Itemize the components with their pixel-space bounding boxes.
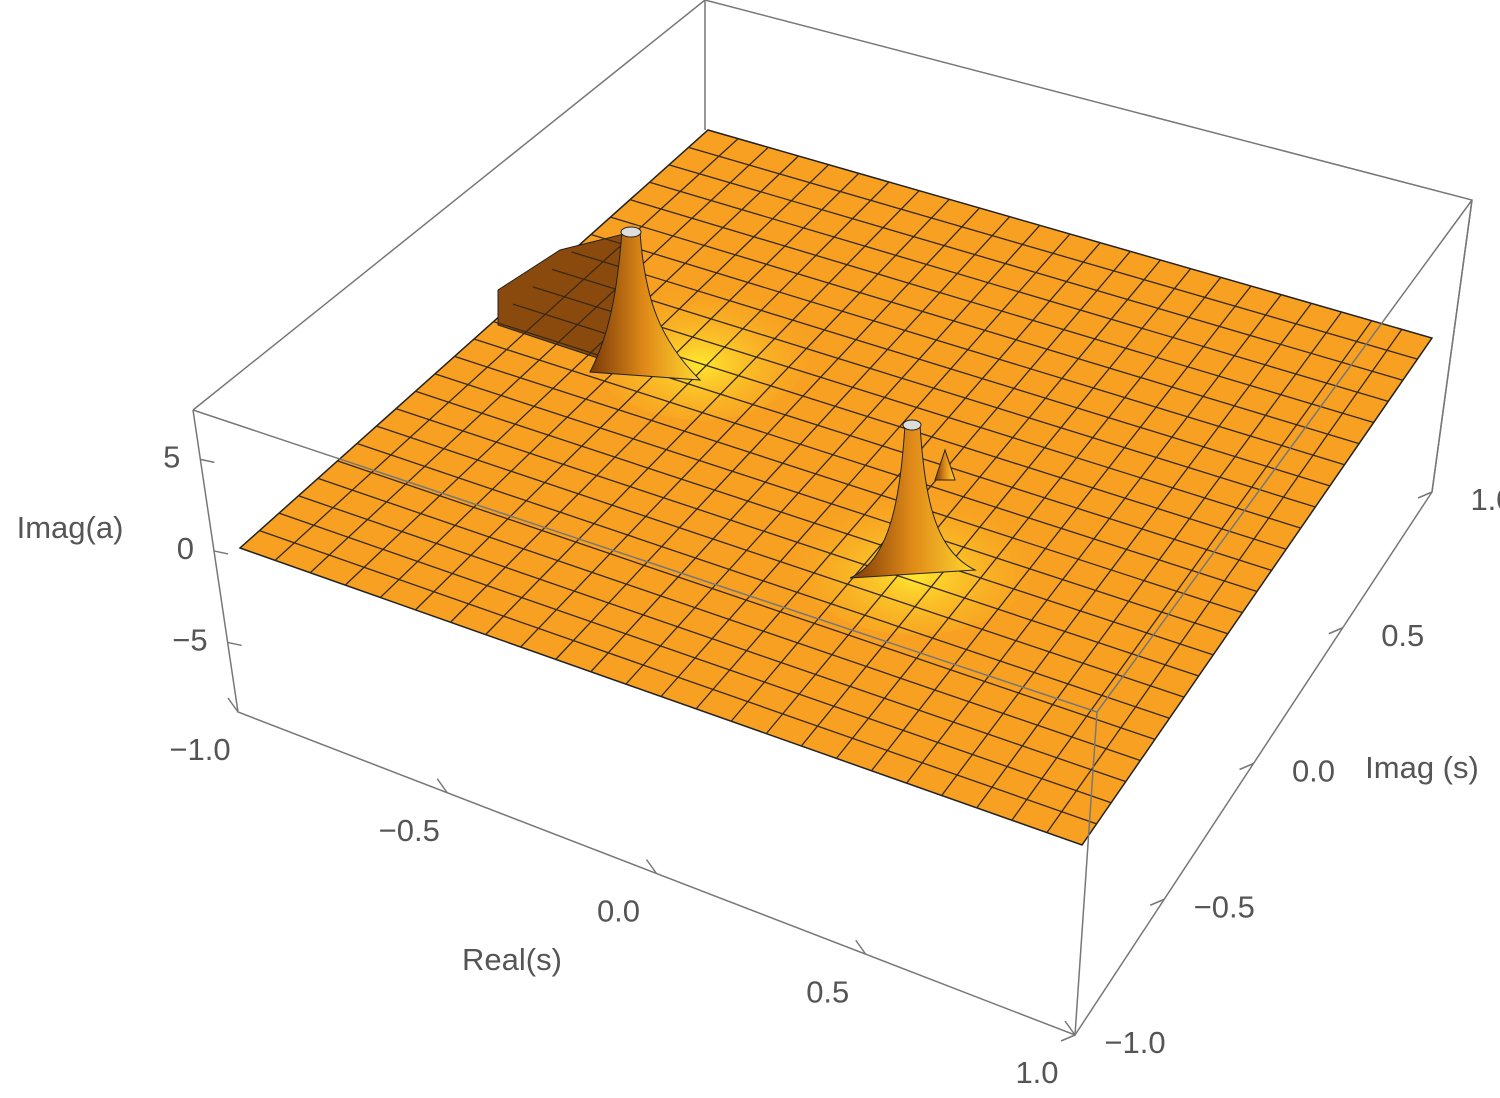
mesh-line	[629, 199, 1374, 424]
surface	[238, 129, 1434, 846]
z-tick-label: −5	[172, 623, 207, 658]
x-tick	[855, 939, 867, 955]
x-tick	[645, 859, 658, 874]
spike-cap	[620, 226, 642, 238]
x-tick-label: 0.0	[597, 894, 640, 929]
y-tick-label: −1.0	[1104, 1025, 1165, 1060]
z-axis-label: Imag(a)	[17, 510, 124, 545]
mesh-line	[668, 164, 1404, 381]
x-tick	[1064, 1020, 1076, 1036]
y-axis-label: Imag (s)	[1365, 750, 1479, 785]
y-tick-label: −0.5	[1194, 889, 1255, 924]
mesh-line	[976, 311, 1343, 809]
z-tick	[227, 641, 242, 647]
z-tick	[213, 550, 229, 555]
y-tick	[1149, 898, 1165, 906]
y-tick	[1417, 491, 1433, 499]
z-tick	[200, 458, 215, 464]
x-tick-label: 0.5	[806, 974, 849, 1009]
spike-cap	[902, 419, 922, 431]
y-tick	[1328, 627, 1344, 635]
y-tick	[1060, 1034, 1076, 1042]
x-tick	[227, 697, 239, 713]
mesh-line	[1046, 328, 1403, 833]
mesh-line	[649, 181, 1389, 402]
x-tick-label: −0.5	[379, 813, 440, 848]
spike	[934, 448, 956, 481]
x-axis-label: Real(s)	[462, 942, 562, 977]
box-front	[192, 199, 1473, 1042]
x-tick	[436, 778, 448, 794]
mesh-line	[688, 146, 1418, 360]
y-tick-label: 0.5	[1381, 618, 1424, 653]
x-tick-label: 1.0	[1015, 1055, 1058, 1090]
z-tick-label: 5	[163, 440, 180, 475]
mesh-line	[1011, 320, 1373, 821]
z-tick-label: 0	[177, 531, 194, 566]
y-tick-label: 0.0	[1292, 754, 1335, 789]
y-tick-label: 1.0	[1470, 482, 1500, 517]
y-tick	[1239, 762, 1254, 771]
x-tick-label: −1.0	[169, 732, 230, 767]
